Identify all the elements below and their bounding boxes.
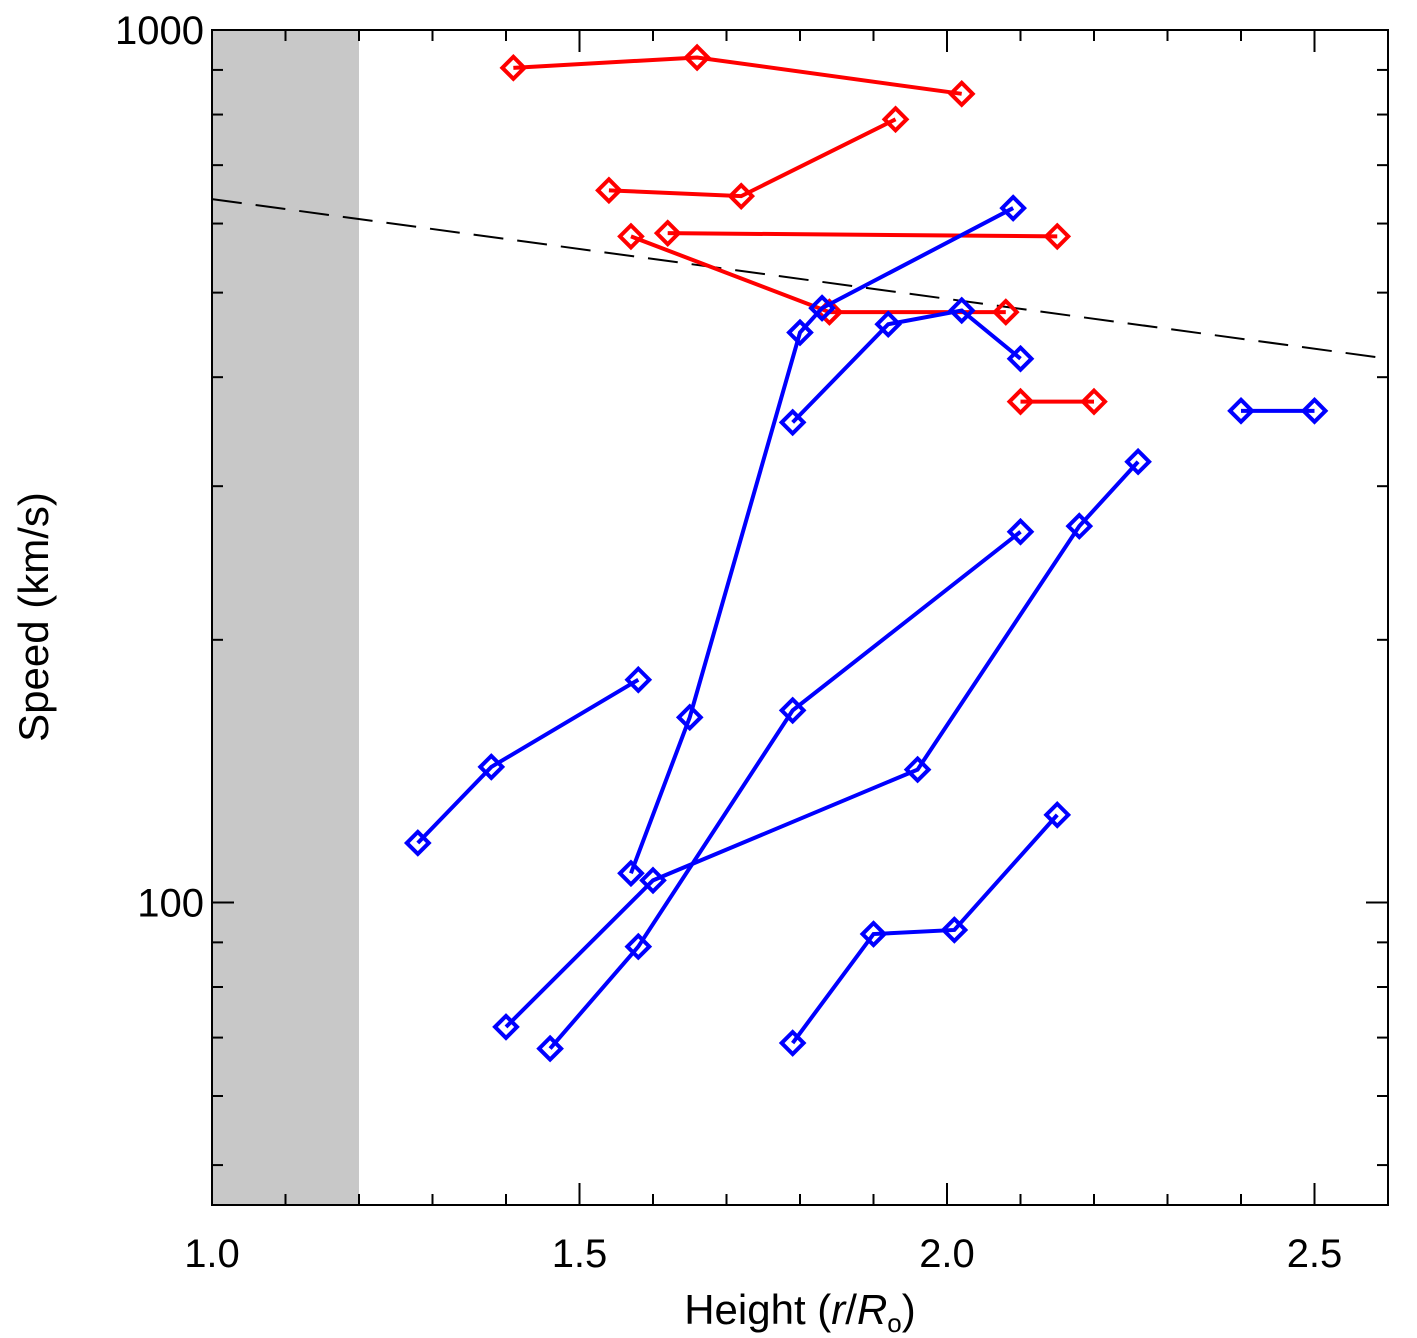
reference-dashed-line [211, 198, 1389, 360]
data-point-red-4-0 [1006, 387, 1035, 416]
data-point-blue-9-3 [1065, 512, 1094, 540]
data-point-blue-5-2 [786, 318, 814, 347]
data-point-blue-9-1 [639, 866, 667, 895]
plot-area [211, 30, 1389, 1205]
data-point-blue-7-0 [403, 829, 432, 857]
series-red-0-line [513, 55, 962, 96]
series-red-2-line [667, 231, 1058, 239]
data-point-blue-8-1 [624, 932, 653, 961]
data-point-blue-9-4 [1124, 447, 1152, 476]
data-point-red-0-2 [947, 79, 976, 108]
x-axis-title-sub: o [887, 1308, 901, 1338]
x-tick-label: 1.0 [184, 1232, 240, 1276]
series-blue-7-line [416, 678, 640, 845]
data-point-blue-9-2 [903, 755, 932, 784]
axes: 1.0 1.5 2.0 2.5 100 1000 [115, 9, 1389, 1276]
data-point-red-0-1 [683, 43, 711, 72]
plot-frame [211, 29, 1389, 1206]
data-point-blue-5-3 [808, 294, 836, 322]
data-point-blue-6-0 [778, 408, 807, 437]
data-point-red-1-2 [881, 105, 910, 134]
data-point-red-1-0 [595, 176, 623, 205]
data-point-red-2-0 [653, 219, 682, 247]
x-axis-title-prefix: Height ( [684, 1286, 831, 1333]
data-point-blue-7-2 [624, 665, 653, 694]
series-blue-6-line [791, 308, 1022, 424]
data-point-blue-5-0 [617, 859, 645, 888]
series-blue-5-line [629, 206, 1015, 874]
data-point-red-4-1 [1080, 387, 1108, 416]
data-point-blue-9-0 [492, 1013, 520, 1041]
series-blue-10-line [791, 813, 1059, 1045]
data-point-blue-11-1 [1300, 397, 1329, 425]
series-blue-8-line [548, 530, 1022, 1050]
series-blue-9-line [504, 460, 1140, 1029]
series-red-1-line [608, 117, 897, 199]
y-axis-title: Speed (km/s) [10, 492, 57, 742]
x-axis-title-r: r [831, 1286, 847, 1333]
y-tick-label: 1000 [115, 9, 204, 53]
data-point-blue-10-0 [778, 1029, 807, 1057]
data-point-red-3-2 [991, 298, 1020, 326]
x-axis-title-suffix: ) [902, 1286, 916, 1333]
data-point-blue-8-0 [536, 1034, 564, 1063]
data-point-red-0-0 [499, 53, 528, 82]
data-point-blue-10-1 [859, 920, 888, 948]
x-axis-title: Height (r/Ro) [684, 1286, 916, 1338]
data-point-blue-7-1 [477, 753, 506, 781]
data-point-blue-10-2 [940, 916, 969, 944]
data-point-blue-6-3 [1006, 344, 1035, 373]
data-point-blue-11-0 [1227, 397, 1255, 425]
data-point-blue-8-2 [778, 696, 807, 725]
x-axis-title-R: R [857, 1286, 887, 1333]
data-point-red-1-1 [727, 182, 756, 210]
data-point-red-2-1 [1043, 222, 1072, 251]
y-tick-label: 100 [137, 881, 204, 925]
data-point-blue-10-3 [1043, 801, 1072, 829]
data-point-blue-5-4 [999, 194, 1027, 222]
data-point-blue-8-3 [1006, 517, 1035, 546]
x-axis-title-slash: / [845, 1286, 857, 1333]
x-tick-label: 2.0 [919, 1232, 975, 1276]
x-tick-label: 2.5 [1287, 1232, 1343, 1276]
shaded-region [212, 30, 359, 1205]
data-point-blue-6-1 [874, 310, 903, 339]
data-point-blue-5-1 [675, 703, 704, 732]
x-tick-label: 1.5 [552, 1232, 608, 1276]
data-point-blue-6-2 [947, 296, 976, 325]
data-point-red-3-0 [617, 222, 645, 251]
